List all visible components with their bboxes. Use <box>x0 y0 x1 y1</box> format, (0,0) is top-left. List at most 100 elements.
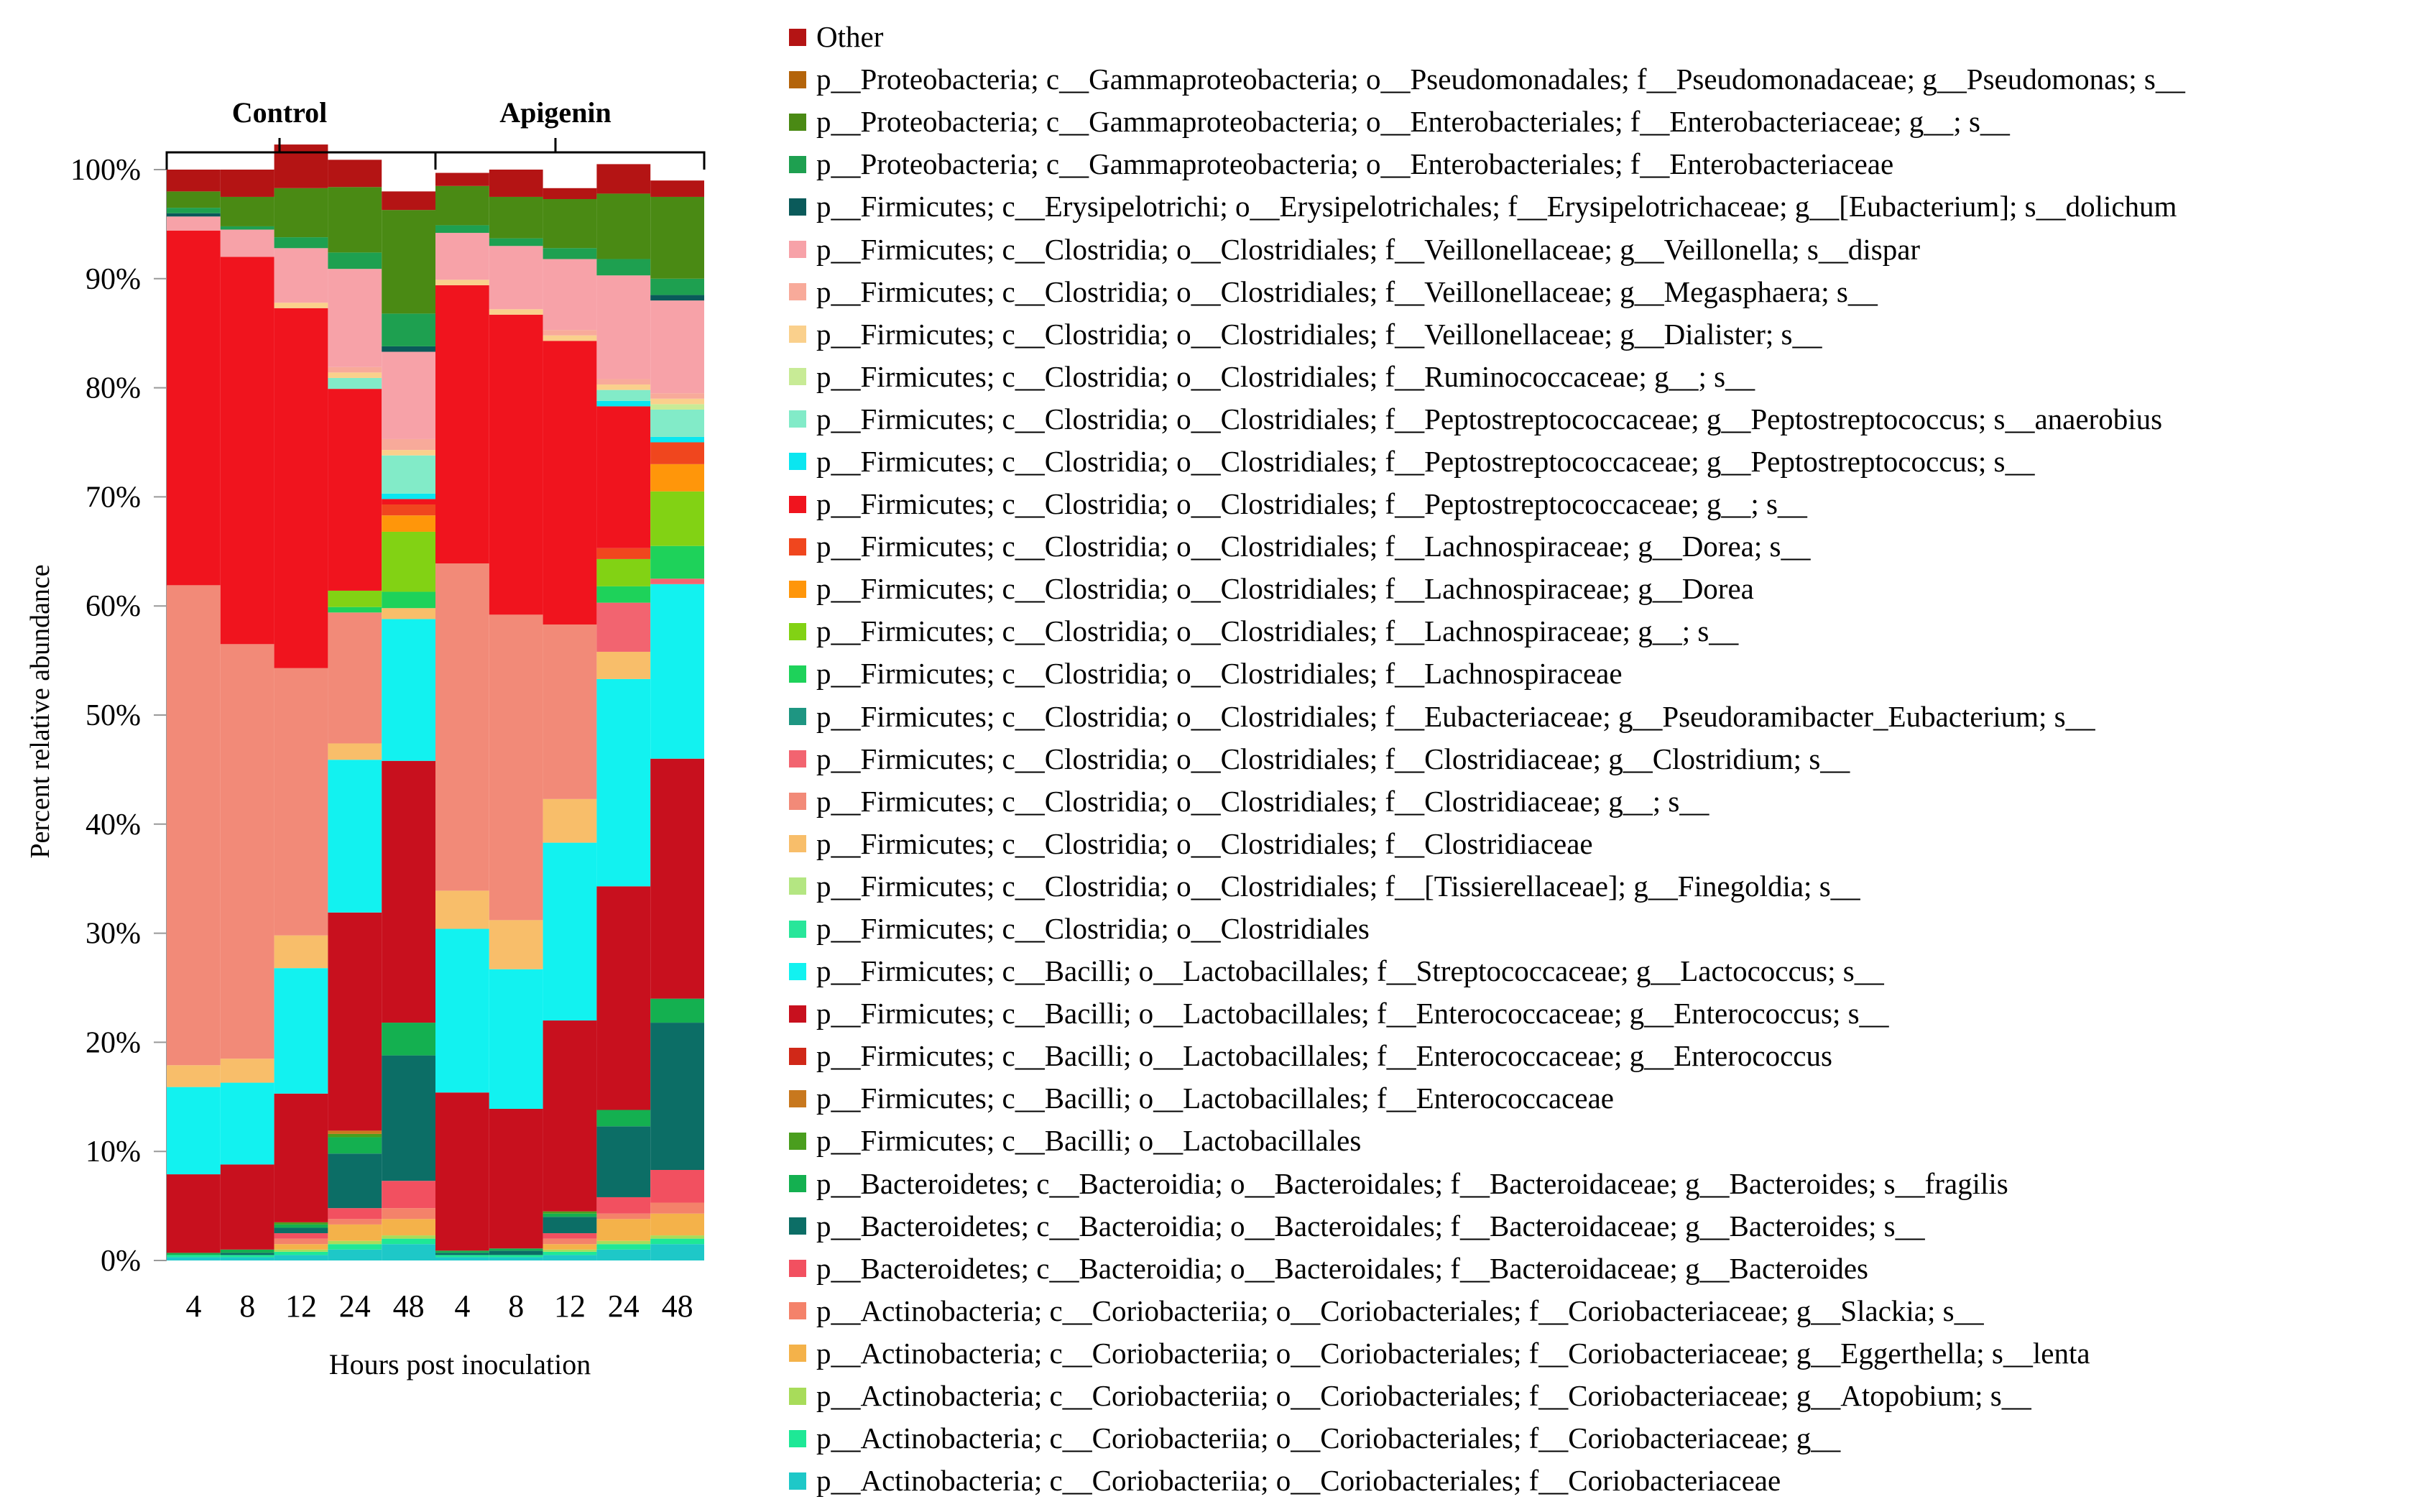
group-bracket <box>434 151 706 170</box>
legend-label: p__Firmicutes; c__Bacilli; o__Lactobacil… <box>816 1082 1614 1115</box>
y-tick-label: 0% <box>101 1245 141 1278</box>
legend-label: p__Firmicutes; c__Clostridia; o__Clostri… <box>816 487 1807 521</box>
bar-segment <box>650 1023 704 1171</box>
bar-segment <box>543 198 597 249</box>
x-axis-label: Hours post inoculation <box>329 1348 591 1380</box>
y-tick-label: 80% <box>86 372 141 405</box>
bar-segment <box>382 1181 435 1209</box>
bar-segment <box>596 1244 651 1250</box>
legend-entry: p__Proteobacteria; c__Gammaproteobacteri… <box>789 143 2406 185</box>
bar-segment <box>489 238 543 246</box>
y-tick-label: 40% <box>86 808 141 842</box>
bar-segment <box>167 213 221 217</box>
legend-label: p__Firmicutes; c__Bacilli; o__Lactobacil… <box>816 1039 1832 1073</box>
legend-swatch <box>789 920 806 938</box>
bar-segment <box>650 1170 704 1203</box>
bar-segment <box>596 384 651 390</box>
bar-segment <box>328 607 382 613</box>
bar-segment <box>274 303 328 308</box>
bar-segment <box>382 438 435 451</box>
legend-label: p__Firmicutes; c__Clostridia; o__Clostri… <box>816 530 1811 563</box>
bar-segment <box>274 935 328 969</box>
bar-segment <box>382 1235 435 1239</box>
legend-entry: p__Proteobacteria; c__Gammaproteobacteri… <box>789 58 2406 101</box>
bar-segment <box>328 912 382 1131</box>
legend-label: p__Firmicutes; c__Clostridia; o__Clostri… <box>816 742 1850 775</box>
bar-segment <box>328 377 382 389</box>
bar-segment <box>382 499 435 505</box>
legend-label: p__Firmicutes; c__Clostridia; o__Clostri… <box>816 699 2095 733</box>
bar-segment <box>435 225 489 234</box>
bar-segment <box>220 1257 274 1260</box>
x-tick-label: 48 <box>393 1289 425 1324</box>
bar-segment <box>328 590 382 607</box>
bar-segment <box>596 259 651 276</box>
legend-swatch <box>789 1217 806 1235</box>
bar-segment <box>220 1059 274 1083</box>
legend-entry: p__Firmicutes; c__Clostridia; o__Clostri… <box>789 525 2406 568</box>
bar-segment <box>382 493 435 499</box>
bar-segment <box>543 248 597 259</box>
legend-entry: p__Firmicutes; c__Clostridia; o__Clostri… <box>789 271 2406 313</box>
legend-swatch <box>789 1132 806 1150</box>
bar-segment <box>435 890 489 929</box>
bar-segment <box>435 285 489 563</box>
x-tick-label: 4 <box>185 1289 201 1324</box>
legend-entry: p__Firmicutes; c__Clostridia; o__Clostri… <box>789 610 2406 653</box>
legend-entry: p__Firmicutes; c__Clostridia; o__Clostri… <box>789 653 2406 695</box>
bar-segment <box>435 1253 489 1255</box>
legend-swatch <box>789 538 806 556</box>
bar-segment <box>596 379 651 385</box>
legend-label: p__Bacteroidetes; c__Bacteroidia; o__Bac… <box>816 1166 2008 1200</box>
legend-swatch <box>789 198 806 216</box>
legend-label: p__Firmicutes; c__Bacilli; o__Lactobacil… <box>816 997 1889 1031</box>
bar-segment <box>220 1253 274 1255</box>
bar-segment <box>596 389 651 401</box>
bar-segment <box>382 1055 435 1181</box>
bar-segment <box>543 842 597 1021</box>
bar-segment <box>220 196 274 226</box>
bar-segment <box>328 743 382 760</box>
bar-segment <box>328 367 382 373</box>
bar-segment <box>382 313 435 346</box>
bar-segment <box>596 886 651 1110</box>
legend-entry: p__Firmicutes; c__Erysipelotrichi; o__Er… <box>789 185 2406 228</box>
legend-entry: p__Actinobacteria; c__Coriobacteriia; o_… <box>789 1375 2406 1417</box>
x-tick-label: 8 <box>508 1289 524 1324</box>
bars-layer <box>167 144 704 1260</box>
bar-segment <box>274 1233 328 1239</box>
y-tick-label: 90% <box>86 263 141 296</box>
bar-segment <box>167 208 221 213</box>
bar-segment <box>543 188 597 199</box>
bar-segment <box>274 1249 328 1252</box>
bar-segment <box>435 1257 489 1260</box>
bar-segment <box>328 1153 382 1209</box>
legend-entry: p__Firmicutes; c__Bacilli; o__Lactobacil… <box>789 1035 2406 1077</box>
legend-label: p__Proteobacteria; c__Gammaproteobacteri… <box>816 147 1894 181</box>
legend-label: p__Bacteroidetes; c__Bacteroidia; o__Bac… <box>816 1251 1869 1285</box>
bar-segment <box>435 563 489 891</box>
bar-segment <box>382 346 435 352</box>
legend-label: p__Actinobacteria; c__Coriobacteriia; o_… <box>816 1379 2031 1413</box>
bar-segment <box>274 1244 328 1250</box>
x-tick-label: 48 <box>662 1289 693 1324</box>
legend-entry: p__Firmicutes; c__Clostridia; o__Clostri… <box>789 865 2406 908</box>
bar-segment <box>650 545 704 579</box>
legend-entry: p__Firmicutes; c__Clostridia; o__Clostri… <box>789 823 2406 865</box>
bar-segment <box>650 998 704 1023</box>
bar-segment <box>328 760 382 913</box>
legend-entry: p__Actinobacteria; c__Coriobacteriia; o_… <box>789 1332 2406 1375</box>
legend-entry: p__Firmicutes; c__Clostridia; o__Clostri… <box>789 356 2406 398</box>
x-tick-label: 12 <box>285 1289 317 1324</box>
bar-segment <box>543 335 597 341</box>
bar-segment <box>489 170 543 197</box>
bar-segment <box>596 1240 651 1245</box>
legend-swatch <box>789 326 806 344</box>
legend-entry: p__Firmicutes; c__Clostridia; o__Clostri… <box>789 483 2406 525</box>
legend-swatch <box>789 241 806 259</box>
bar-segment <box>328 1130 382 1134</box>
bar-segment <box>274 237 328 249</box>
bar-segment <box>167 170 221 192</box>
bar-segment <box>596 558 651 586</box>
bar-segment <box>167 1174 221 1253</box>
